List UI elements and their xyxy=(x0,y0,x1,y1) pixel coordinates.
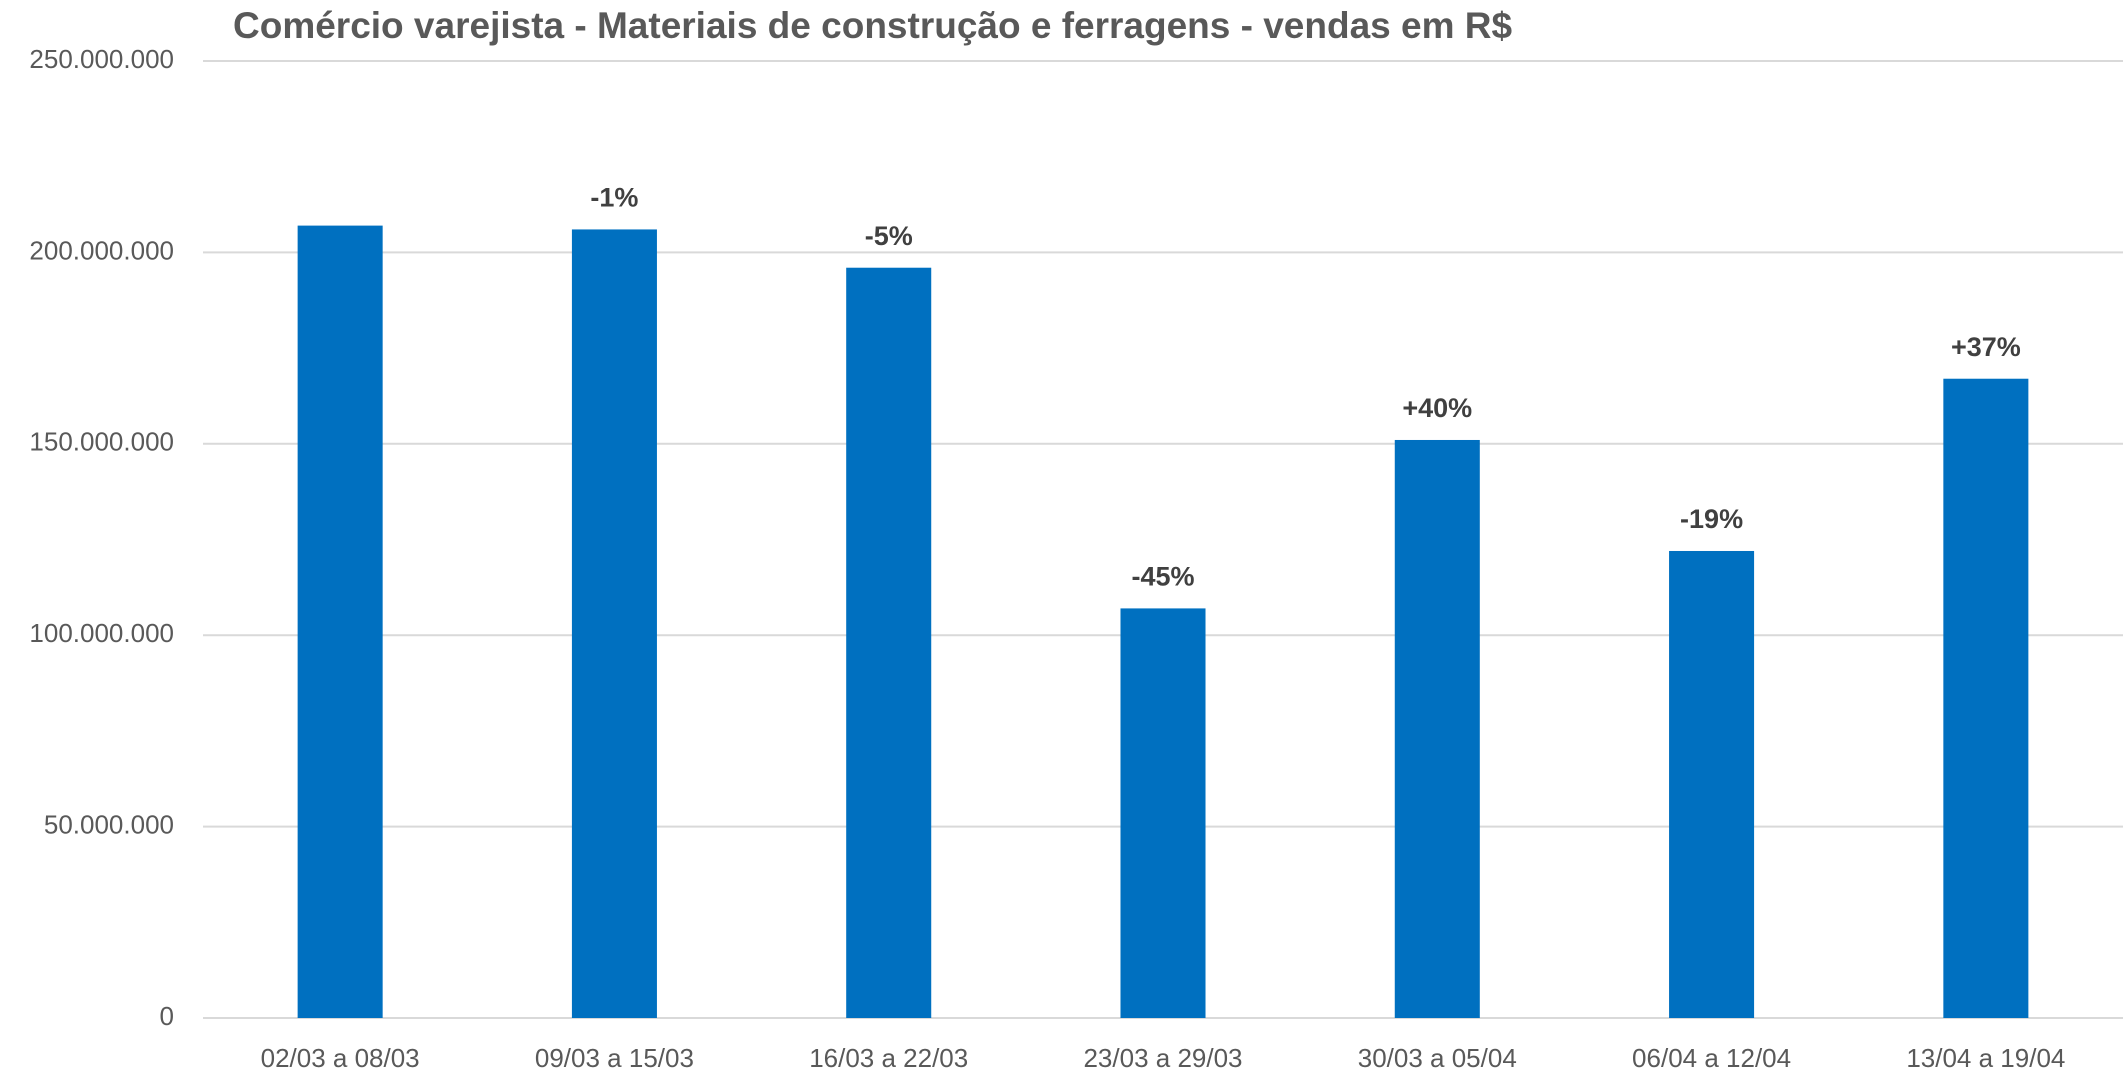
bar xyxy=(571,229,657,1018)
bar xyxy=(846,267,932,1018)
bar xyxy=(1120,608,1206,1018)
x-tick-label: 06/04 a 12/04 xyxy=(1632,1043,1791,1073)
y-tick-label: 200.000.000 xyxy=(29,235,174,265)
x-tick-label: 16/03 a 22/03 xyxy=(809,1043,968,1073)
annotation: +37% xyxy=(1951,332,2021,362)
x-tick-label: 09/03 a 15/03 xyxy=(535,1043,694,1073)
annotation: +40% xyxy=(1402,393,1472,423)
y-tick-label: 100.000.000 xyxy=(29,618,174,648)
y-tick-label: 250.000.000 xyxy=(29,44,174,74)
x-tick-label: 23/03 a 29/03 xyxy=(1083,1043,1242,1073)
bar xyxy=(1943,378,2029,1018)
annotation: -1% xyxy=(590,183,638,213)
bar xyxy=(297,225,383,1018)
x-tick-label: 13/04 a 19/04 xyxy=(1906,1043,2065,1073)
bar xyxy=(1394,439,1480,1018)
bar xyxy=(1669,550,1755,1018)
x-tick-label: 02/03 a 08/03 xyxy=(261,1043,420,1073)
y-tick-label: 0 xyxy=(160,1001,174,1031)
y-tick-label: 150.000.000 xyxy=(29,427,174,457)
annotation: -45% xyxy=(1131,562,1194,592)
annotation: -5% xyxy=(865,221,913,251)
y-tick-label: 50.000.000 xyxy=(44,809,174,839)
x-tick-label: 30/03 a 05/04 xyxy=(1358,1043,1517,1073)
chart-title: Comércio varejista - Materiais de constr… xyxy=(233,5,1512,46)
annotation: -19% xyxy=(1680,504,1743,534)
